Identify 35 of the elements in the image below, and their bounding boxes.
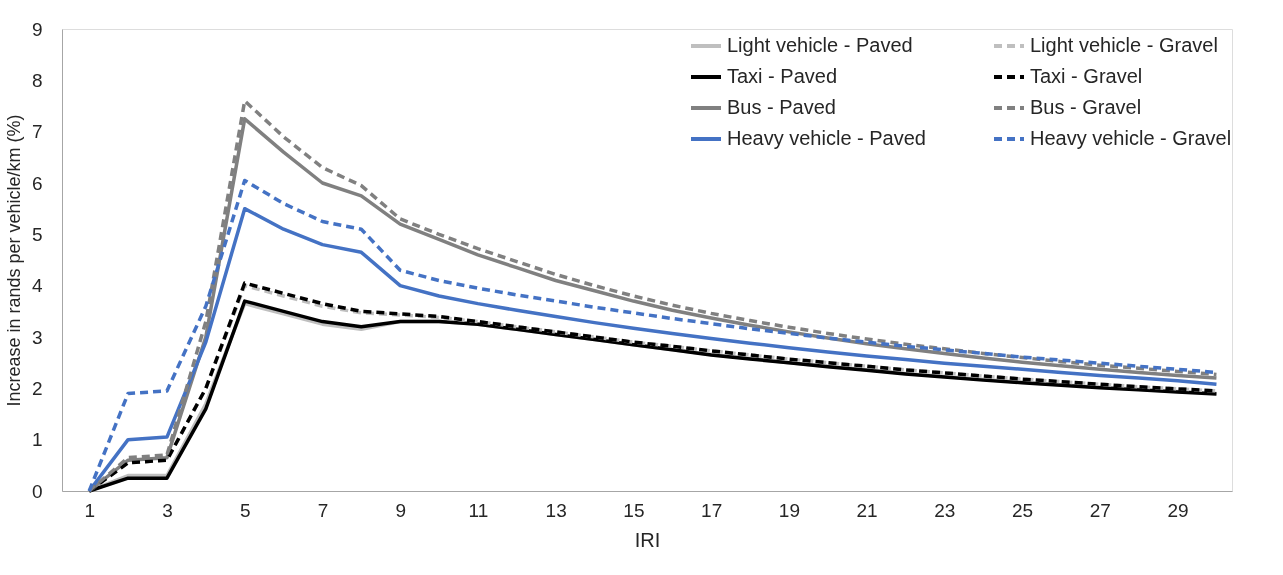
legend-label: Bus - Gravel [1030,96,1142,118]
x-tick-label: 25 [1012,499,1034,521]
legend-label: Light vehicle - Paved [727,34,913,56]
x-tick-label: 23 [934,499,956,521]
x-tick-label: 17 [701,499,723,521]
y-tick-label: 3 [31,326,43,348]
legend-label: Taxi - Gravel [1030,65,1143,87]
x-tick-label: 19 [778,499,800,521]
x-tick-label: 21 [856,499,878,521]
y-tick-label: 8 [31,69,43,91]
y-tick-label: 5 [31,223,43,245]
x-tick-label: 1 [84,499,95,521]
x-tick-label: 15 [623,499,645,521]
y-tick-label: 4 [31,275,43,297]
x-tick-label: 9 [395,499,406,521]
x-tick-label: 11 [468,499,489,521]
x-tick-label: 3 [162,499,173,521]
legend-label: Heavy vehicle - Gravel [1030,127,1232,149]
y-tick-label: 0 [31,480,43,502]
legend-label: Taxi - Paved [727,65,838,87]
x-tick-label: 5 [239,499,251,521]
x-tick-label: 29 [1167,499,1189,521]
legend-label: Light vehicle - Gravel [1030,34,1218,56]
y-tick-label: 6 [31,172,43,194]
x-tick-label: 13 [545,499,567,521]
y-tick-label: 1 [31,429,43,451]
y-tick-label: 2 [31,377,43,399]
y-tick-label: 9 [31,18,43,40]
x-axis-title: IRI [634,528,661,551]
legend-label: Heavy vehicle - Paved [727,127,926,149]
x-tick-label: 7 [317,499,329,521]
x-tick-label: 27 [1089,499,1111,521]
legend-label: Bus - Paved [727,96,836,118]
y-tick-label: 7 [31,121,43,143]
y-axis-title: Increase in rands per vehicle/km (%) [3,114,24,407]
